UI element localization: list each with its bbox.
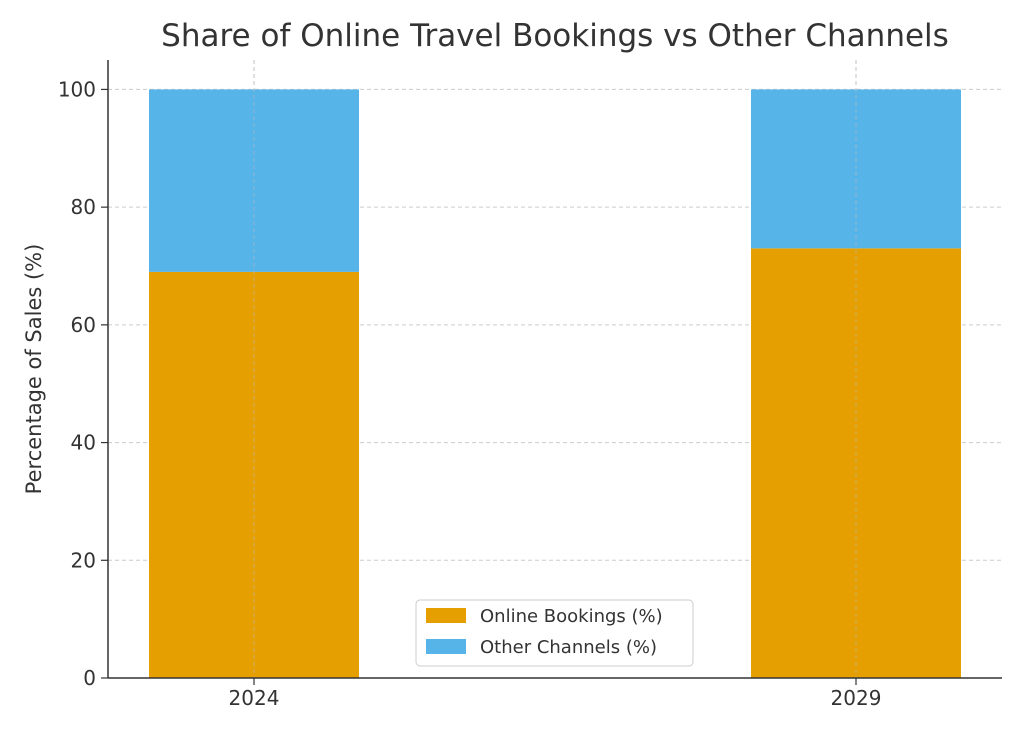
legend-swatch [426,608,466,623]
x-axis-ticks: 2024 2029 [229,678,882,710]
legend-label: Online Bookings (%) [480,606,663,627]
y-tick-label: 40 [71,431,96,455]
y-axis-ticks: 0 20 40 60 80 100 [58,77,108,690]
y-tick-label: 0 [83,666,96,690]
bars [149,60,961,679]
y-tick-label: 100 [58,77,96,101]
y-tick-label: 20 [71,548,96,572]
x-tick-label: 2024 [229,686,280,710]
legend-box [415,599,694,667]
y-axis-label: Percentage of Sales (%) [22,244,46,495]
legend: Online Bookings (%) Other Channels (%) [415,599,694,667]
chart-title: Share of Online Travel Bookings vs Other… [161,18,949,54]
legend-items: Online Bookings (%) Other Channels (%) [426,606,663,658]
x-tick-label: 2029 [831,686,882,710]
legend-label: Other Channels (%) [480,637,657,658]
y-tick-label: 80 [71,195,96,219]
legend-swatch [426,639,466,654]
y-tick-label: 60 [71,313,96,337]
axes [107,60,1002,679]
